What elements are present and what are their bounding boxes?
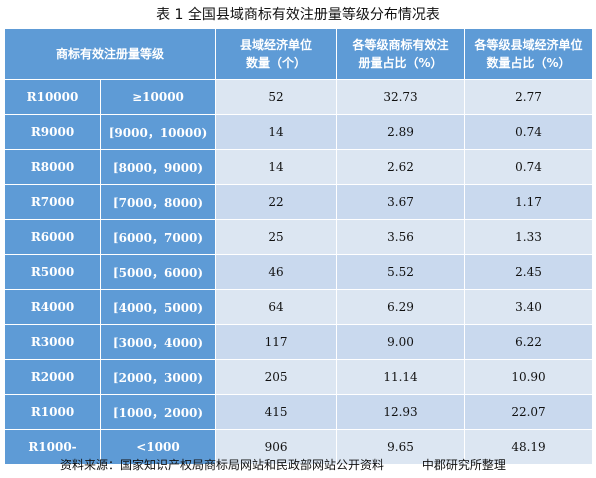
range-cell: [8000，9000) xyxy=(99,149,217,185)
share-count-cell: 0.74 xyxy=(464,114,594,150)
share-reg-cell: 12.93 xyxy=(336,394,466,430)
grade-cell: R1000 xyxy=(4,394,101,430)
share-count-cell: 48.19 xyxy=(464,429,594,465)
table-row: R3000 [3000，4000) 117 9.00 6.22 xyxy=(4,324,594,360)
share-count-cell: 1.33 xyxy=(464,219,594,255)
range-cell: [7000，8000) xyxy=(99,184,217,220)
count-cell: 14 xyxy=(215,149,338,185)
table-row: R4000 [4000，5000) 64 6.29 3.40 xyxy=(4,289,594,325)
header-share-count: 各等级县域经济单位数量占比（%） xyxy=(464,28,594,80)
table-row: R1000 [1000，2000) 415 12.93 22.07 xyxy=(4,394,594,430)
share-count-cell: 3.40 xyxy=(464,289,594,325)
table-row: R6000 [6000，7000) 25 3.56 1.33 xyxy=(4,219,594,255)
share-reg-cell: 9.00 xyxy=(336,324,466,360)
count-cell: 25 xyxy=(215,219,338,255)
grade-cell: R6000 xyxy=(4,219,101,255)
table-title: 表 1 全国县域商标有效注册量等级分布情况表 xyxy=(156,7,440,23)
count-cell: 415 xyxy=(215,394,338,430)
share-reg-cell: 5.52 xyxy=(336,254,466,290)
share-reg-cell: 32.73 xyxy=(336,79,466,115)
organization-credit: 中郡研究所整理 xyxy=(421,458,506,472)
grade-cell: R7000 xyxy=(4,184,101,220)
share-reg-cell: 3.67 xyxy=(336,184,466,220)
table-row: R8000 [8000，9000) 14 2.62 0.74 xyxy=(4,149,594,185)
count-cell: 46 xyxy=(215,254,338,290)
source-note: 资料来源：国家知识产权局商标局网站和民政部网站公开资料 中郡研究所整理 xyxy=(60,456,506,473)
count-cell: 117 xyxy=(215,324,338,360)
count-cell: 14 xyxy=(215,114,338,150)
table-row: R7000 [7000，8000) 22 3.67 1.17 xyxy=(4,184,594,220)
range-cell: [9000，10000) xyxy=(99,114,217,150)
table-row: R2000 [2000，3000) 205 11.14 10.90 xyxy=(4,359,594,395)
share-count-cell: 6.22 xyxy=(464,324,594,360)
grade-cell: R1000- xyxy=(4,429,101,465)
share-count-cell: 10.90 xyxy=(464,359,594,395)
grade-cell: R8000 xyxy=(4,149,101,185)
share-reg-cell: 3.56 xyxy=(336,219,466,255)
count-cell: 205 xyxy=(215,359,338,395)
header-grade: 商标有效注册量等级 xyxy=(3,28,217,80)
table-row: R10000 ≥10000 52 32.73 2.77 xyxy=(4,79,594,115)
share-count-cell: 2.77 xyxy=(464,79,594,115)
range-cell: [3000，4000) xyxy=(99,324,217,360)
source-text: 资料来源：国家知识产权局商标局网站和民政部网站公开资料 xyxy=(60,458,385,472)
grade-cell: R2000 xyxy=(4,359,101,395)
range-cell: <1000 xyxy=(99,429,217,465)
grade-cell: R5000 xyxy=(4,254,101,290)
table-row: R9000 [9000，10000) 14 2.89 0.74 xyxy=(4,114,594,150)
grade-cell: R4000 xyxy=(4,289,101,325)
count-cell: 22 xyxy=(215,184,338,220)
share-count-cell: 0.74 xyxy=(464,149,594,185)
share-reg-cell: 11.14 xyxy=(336,359,466,395)
range-cell: ≥10000 xyxy=(99,79,217,115)
header-count: 县域经济单位数量（个） xyxy=(215,28,338,80)
header-share-reg: 各等级商标有效注册量占比（%） xyxy=(336,28,466,80)
range-cell: [2000，3000) xyxy=(99,359,217,395)
share-reg-cell: 9.65 xyxy=(336,429,466,465)
table-row: R5000 [5000，6000) 46 5.52 2.45 xyxy=(4,254,594,290)
count-cell: 64 xyxy=(215,289,338,325)
share-count-cell: 22.07 xyxy=(464,394,594,430)
share-reg-cell: 2.89 xyxy=(336,114,466,150)
count-cell: 52 xyxy=(215,79,338,115)
range-cell: [1000，2000) xyxy=(99,394,217,430)
grade-cell: R9000 xyxy=(4,114,101,150)
share-count-cell: 1.17 xyxy=(464,184,594,220)
range-cell: [6000，7000) xyxy=(99,219,217,255)
trademark-grade-table: 商标有效注册量等级 县域经济单位数量（个） 各等级商标有效注册量占比（%） 各等… xyxy=(3,28,594,465)
count-cell: 906 xyxy=(215,429,338,465)
table-row: R1000- <1000 906 9.65 48.19 xyxy=(4,429,594,465)
share-reg-cell: 2.62 xyxy=(336,149,466,185)
grade-cell: R3000 xyxy=(4,324,101,360)
share-count-cell: 2.45 xyxy=(464,254,594,290)
grade-cell: R10000 xyxy=(4,79,101,115)
share-reg-cell: 6.29 xyxy=(336,289,466,325)
range-cell: [4000，5000) xyxy=(99,289,217,325)
range-cell: [5000，6000) xyxy=(99,254,217,290)
